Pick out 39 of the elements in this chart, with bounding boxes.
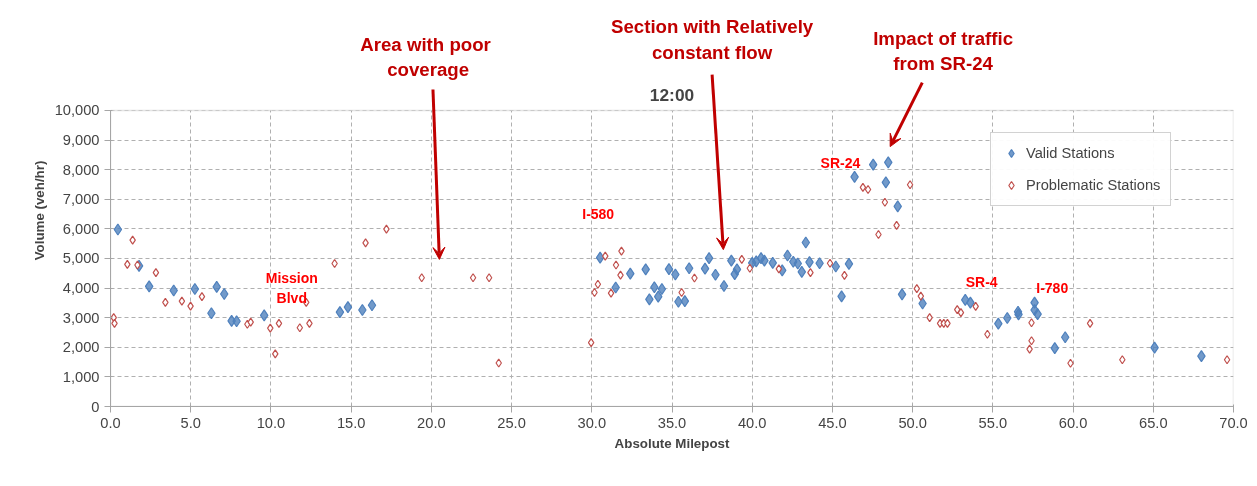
x-tick-label: 55.0 bbox=[978, 414, 1008, 431]
chart-title: 12:00 bbox=[649, 84, 695, 105]
x-tick-label: 35.0 bbox=[657, 414, 687, 431]
x-tick-label: 40.0 bbox=[737, 414, 767, 431]
x-tick-label: 5.0 bbox=[180, 414, 201, 431]
y-tick-label: 4,000 bbox=[62, 280, 100, 297]
x-tick-label: 20.0 bbox=[417, 414, 446, 431]
y-axis-title: Volume (veh/hr) bbox=[31, 160, 47, 261]
y-tick-label: 5,000 bbox=[62, 250, 100, 267]
text: Area with poor coverage bbox=[360, 33, 491, 80]
x-tick-label: 50.0 bbox=[898, 414, 927, 431]
text: Section with Relatively constant flow bbox=[611, 16, 814, 63]
y-tick-label: 3,000 bbox=[62, 309, 100, 326]
annotation: SR-24 bbox=[820, 154, 861, 171]
annotation: I-780 bbox=[1036, 279, 1069, 296]
x-axis-title: Absolute Milepost bbox=[614, 435, 730, 451]
x-tick-label: 25.0 bbox=[497, 414, 526, 431]
x-tick-label: 70.0 bbox=[1219, 414, 1248, 431]
y-tick-label: 0 bbox=[91, 398, 100, 415]
y-tick-label: 1,000 bbox=[62, 368, 100, 385]
x-tick-label: 15.0 bbox=[336, 414, 366, 431]
legend-label: Valid Stations bbox=[1026, 145, 1115, 161]
y-tick-label: 8,000 bbox=[62, 161, 100, 178]
x-tick-label: 30.0 bbox=[577, 414, 607, 431]
y-tick-label: 2,000 bbox=[62, 339, 100, 356]
annotation: I-580 bbox=[582, 206, 615, 223]
annotation: SR-4 bbox=[965, 273, 998, 290]
x-tick-label: 60.0 bbox=[1058, 414, 1088, 431]
legend-label: Problematic Stations bbox=[1026, 177, 1161, 193]
x-tick-label: 65.0 bbox=[1139, 414, 1168, 431]
y-tick-label: 7,000 bbox=[62, 191, 100, 208]
y-tick-label: 10,000 bbox=[54, 102, 100, 119]
y-tick-label: 9,000 bbox=[62, 132, 100, 149]
x-tick-label: 10.0 bbox=[256, 414, 286, 431]
annotation: Mission Blvd bbox=[265, 270, 318, 306]
y-tick-label: 6,000 bbox=[62, 220, 100, 237]
x-tick-label: 45.0 bbox=[818, 414, 847, 431]
x-tick-label: 0.0 bbox=[100, 414, 121, 431]
text: Impact of traffic from SR-24 bbox=[873, 28, 1014, 75]
